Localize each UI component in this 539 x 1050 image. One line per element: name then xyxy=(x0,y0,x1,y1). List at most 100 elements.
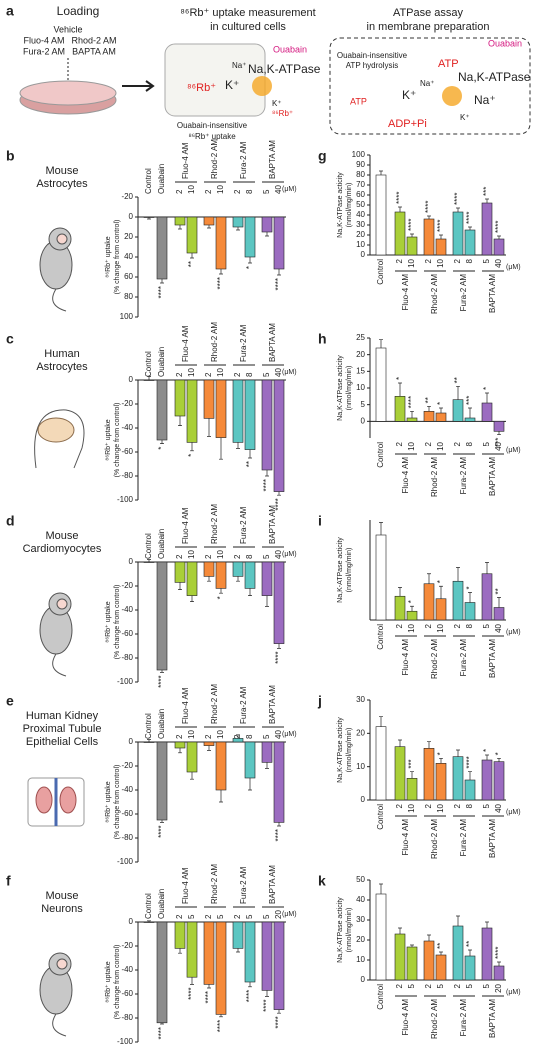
error-bar xyxy=(219,269,223,275)
unit-label: (μM) xyxy=(506,989,521,996)
significance: ** xyxy=(453,377,462,383)
y-tick-label: 0 xyxy=(129,375,134,384)
error-bar xyxy=(439,407,443,413)
error-bar xyxy=(160,1022,164,1025)
error-bar xyxy=(248,982,252,988)
x-tick-label: Ouabain xyxy=(157,164,166,194)
y-tick-label: -60 xyxy=(121,447,133,456)
group-label: Rhod-2 AM xyxy=(430,999,439,1039)
x-tick-label: Ouabain xyxy=(157,889,166,919)
x-tick-label: 2 xyxy=(175,189,184,194)
error-bar xyxy=(236,948,240,953)
x-tick-label: 40 xyxy=(494,623,503,632)
group-label: Fura-2 AM xyxy=(459,819,468,857)
x-tick-label: Control xyxy=(376,442,385,468)
error-bar xyxy=(410,944,414,947)
bar xyxy=(452,756,464,801)
significance: **** xyxy=(157,675,166,687)
y-tick-label: 0 xyxy=(361,416,366,425)
bar xyxy=(174,379,186,417)
unit-label: (μM) xyxy=(282,731,297,738)
bar xyxy=(394,933,406,981)
panel-letter: c xyxy=(6,331,14,347)
label: Ouabain-insensitive xyxy=(337,51,408,60)
label: Fura-2 AM xyxy=(23,46,65,56)
y-axis-label: (nmol/mg/min) xyxy=(346,908,353,953)
error-bar xyxy=(456,749,460,757)
group-label: Fluo-4 AM xyxy=(181,142,190,179)
error-bar xyxy=(147,217,151,220)
pump xyxy=(252,76,272,96)
error-bar xyxy=(248,449,252,459)
bar xyxy=(423,583,435,621)
x-tick-label: 40 xyxy=(274,368,283,377)
y-tick-label: 0 xyxy=(129,917,134,926)
x-tick-label: Control xyxy=(144,713,153,739)
error-bar xyxy=(439,951,443,955)
error-bar xyxy=(468,949,472,956)
x-tick-label: 10 xyxy=(187,550,196,559)
group-label: BAPTA AM xyxy=(488,639,497,678)
panel-letter: d xyxy=(6,513,15,529)
y-tick-label: -20 xyxy=(121,192,133,201)
x-tick-label: 40 xyxy=(494,803,503,812)
bar xyxy=(143,379,155,381)
x-tick-label: 8 xyxy=(465,803,474,808)
error-bar xyxy=(147,739,151,742)
chart-title: Human Kidney xyxy=(26,710,99,722)
error-bar xyxy=(190,442,194,452)
significance: **** xyxy=(274,498,283,510)
x-tick-label: 2 xyxy=(395,803,404,808)
bar xyxy=(143,561,155,563)
x-tick-label: 20 xyxy=(494,983,503,992)
icon xyxy=(52,288,67,312)
y-tick-label: 20 xyxy=(356,230,365,239)
x-tick-label: 2 xyxy=(175,372,184,377)
x-tick-label: 5 xyxy=(482,623,491,628)
x-tick-label: 20 xyxy=(274,910,283,919)
error-bar xyxy=(219,1014,223,1018)
group-label: BAPTA AM xyxy=(488,457,497,496)
x-tick-label: 2 xyxy=(175,734,184,739)
error-bar xyxy=(398,382,402,397)
label: Na⁺ xyxy=(474,93,496,107)
x-tick-label: 5 xyxy=(482,803,491,808)
bar xyxy=(481,759,493,801)
x-tick-label: Ouabain xyxy=(157,347,166,377)
bar xyxy=(156,561,168,671)
error-bar xyxy=(468,407,472,418)
bar xyxy=(493,761,505,801)
y-tick-label: 80 xyxy=(124,292,133,301)
y-axis-label: (nmol/mg/min) xyxy=(346,548,353,593)
x-tick-label: 10 xyxy=(187,730,196,739)
x-tick-label: 8 xyxy=(245,734,254,739)
error-bar xyxy=(468,226,472,230)
unit-label: (μM) xyxy=(282,551,297,558)
significance: **** xyxy=(157,1027,166,1039)
error-bar xyxy=(410,771,414,779)
x-tick-label: 5 xyxy=(482,258,491,263)
x-tick-label: 2 xyxy=(395,623,404,628)
significance: **** xyxy=(494,221,503,233)
x-tick-label: Control xyxy=(376,624,385,650)
bar xyxy=(156,379,168,441)
group-label: BAPTA AM xyxy=(268,140,277,179)
bar xyxy=(394,746,406,801)
bar xyxy=(435,238,447,256)
x-tick-label: 40 xyxy=(274,550,283,559)
error-bar xyxy=(485,198,489,203)
significance: **** xyxy=(216,1020,225,1032)
bar xyxy=(375,726,387,801)
error-bar xyxy=(379,883,383,894)
bar xyxy=(186,741,198,773)
bar xyxy=(215,741,227,791)
chart-title: Proximal Tubule xyxy=(23,723,102,735)
significance: ** xyxy=(424,397,433,403)
error-bar xyxy=(379,716,383,727)
group-label: Fluo-4 AM xyxy=(181,867,190,904)
group-label: Fluo-4 AM xyxy=(401,999,410,1036)
significance: **** xyxy=(453,193,462,205)
x-tick-label: 8 xyxy=(465,441,474,446)
error-bar xyxy=(456,567,460,582)
bar xyxy=(481,573,493,621)
